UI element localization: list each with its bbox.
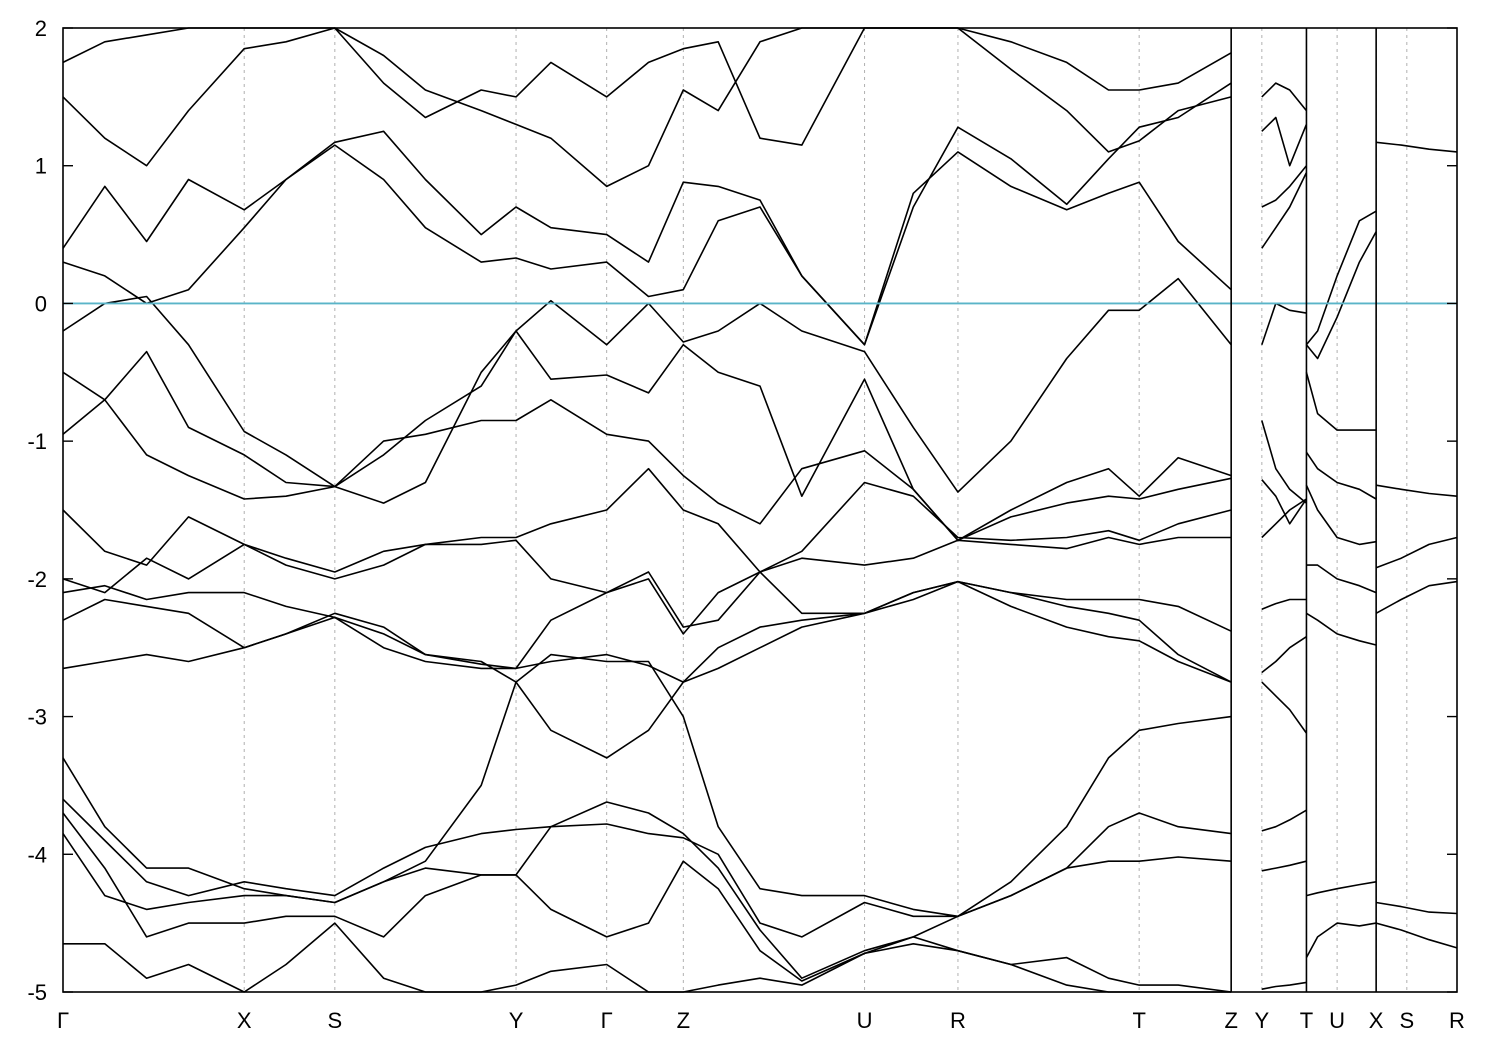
band-line [62,580,1232,683]
band-line [1261,809,1307,832]
kpoint-label: Z [1224,1008,1237,1033]
band-line [1305,922,1377,958]
band-line [1261,498,1307,539]
band-line [1305,210,1377,346]
band-line [1261,82,1308,112]
kpoint-label: X [237,1008,252,1033]
band-line [62,801,1232,980]
band-line [1306,881,1377,897]
band-lines [62,27,1458,993]
band-line [1375,484,1458,497]
y-tick-label: -2 [27,567,47,592]
band-line [62,467,1232,573]
band-line [62,82,1232,346]
band-line [1375,580,1458,615]
band-line [1261,681,1308,734]
band-line [62,398,1232,542]
plot-frame [62,27,1458,993]
band-line [1375,922,1458,949]
band-line [62,571,1232,683]
kpoint-label: S [327,1008,342,1033]
y-tick-label: 0 [35,291,47,316]
band-line [1261,636,1307,674]
band-line [1305,484,1377,546]
band-line [62,653,1232,918]
band-line [1305,612,1377,646]
band-line [1261,479,1308,525]
band-line [62,833,1232,993]
band-line [1305,372,1377,431]
y-tick-label: 2 [35,16,47,41]
y-tick-label: 1 [35,154,47,179]
band-line [1375,901,1458,915]
kpoint-label: Y [1254,1008,1269,1033]
band-line [62,27,1232,188]
kpoint-label: T [1300,1008,1313,1033]
segment-breaks [1230,28,1377,992]
band-line [62,536,1232,635]
band-line [1376,141,1458,153]
y-tick-label: -4 [27,842,47,867]
kpoint-label: R [1449,1008,1465,1033]
band-line [1261,420,1307,504]
kpoint-label: Z [677,1008,690,1033]
kpoint-label: X [1369,1008,1384,1033]
kpoint-label: U [1329,1008,1345,1033]
band-line [62,27,1232,167]
band-line [62,580,1232,759]
band-line [1261,302,1307,345]
kpoint-label: S [1399,1008,1414,1033]
band-line [1306,564,1377,594]
kpoint-label: U [857,1008,873,1033]
y-tick-label: -1 [27,429,47,454]
band-line [1261,860,1307,872]
band-line [1305,451,1377,500]
band-line [62,330,1232,542]
kpoint-label: Γ [57,1008,69,1033]
band-line [1261,598,1307,610]
band-line [62,144,1232,346]
band-line [1261,981,1307,990]
y-axis: 2 1 0 -1 -2 -3 -4 -5 [27,16,1457,1005]
band-line [62,798,1232,938]
band-line [1375,536,1458,569]
kpoint-label: Y [509,1008,524,1033]
kpoint-label: Γ [601,1008,613,1033]
band-line [63,922,1232,993]
band-line [1261,172,1308,249]
y-tick-label: -3 [27,705,47,730]
kpoint-label: T [1132,1008,1145,1033]
band-line [1305,231,1377,360]
band-line [1261,116,1308,167]
y-tick-label: -5 [27,980,47,1005]
kpoint-label: R [950,1008,966,1033]
band-line [1261,165,1308,208]
